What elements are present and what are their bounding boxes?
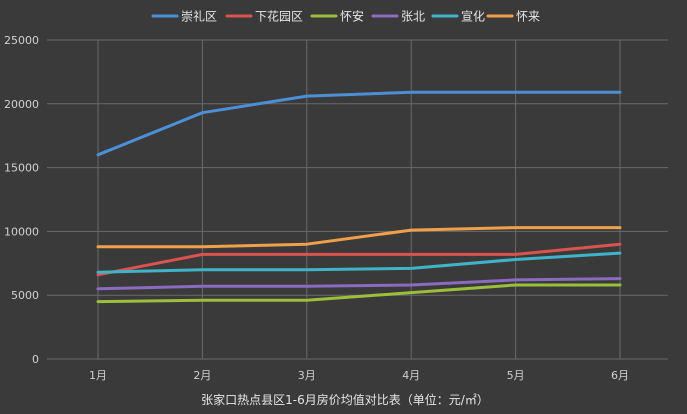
series-line-4: [96, 277, 622, 291]
legend-label-1: 崇礼区: [181, 9, 217, 24]
legend-label-4: 张北: [401, 10, 425, 24]
legend-label-6: 怀来: [516, 10, 540, 24]
x-tick-label: 1月: [89, 369, 107, 382]
y-axis: 0 5000 10000 15000 20000 25000: [4, 34, 39, 366]
series-line-5: [96, 251, 622, 274]
y-tick-label: 25000: [4, 34, 39, 47]
series-lines: [96, 90, 622, 304]
x-tick-label: 5月: [507, 369, 525, 382]
x-tick-label: 2月: [193, 369, 211, 382]
x-tick-label: 4月: [402, 369, 420, 382]
legend-label-2: 下花园区: [255, 9, 303, 24]
legend-label-5: 宣化: [461, 9, 485, 24]
chart-title: 张家口热点县区1-6月房价均值对比表（单位：元/㎡）: [201, 392, 489, 407]
y-tick-label: 10000: [4, 225, 39, 238]
series-line-6: [96, 226, 622, 249]
legend-label-3: 怀安: [340, 9, 364, 24]
y-tick-label: 5000: [11, 289, 39, 302]
gridlines: [47, 39, 668, 360]
series-line-1: [96, 90, 622, 157]
y-tick-label: 15000: [4, 162, 39, 175]
x-tick-label: 6月: [611, 369, 629, 382]
y-tick-label: 0: [32, 353, 39, 366]
x-axis: 1月 2月 3月 4月 5月 6月: [89, 369, 629, 382]
series-line-3: [96, 283, 622, 304]
x-tick-label: 3月: [298, 369, 316, 382]
y-tick-label: 20000: [4, 98, 39, 111]
legend: 崇礼区 下花园区 怀安 张北 宣化 怀来: [151, 9, 540, 24]
series-line-2: [96, 242, 622, 277]
